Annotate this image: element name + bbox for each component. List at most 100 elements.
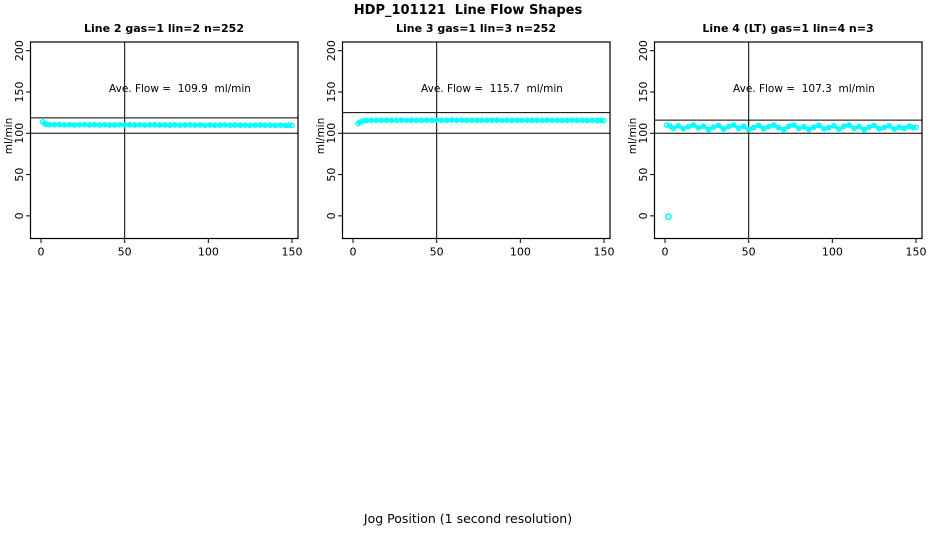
- y-tick-label: 50: [13, 168, 26, 182]
- x-axis-label: Jog Position (1 second resolution): [363, 511, 573, 526]
- panel-title: Line 2 gas=1 lin=2 n=252: [83, 22, 244, 35]
- y-axis-label: ml/min: [3, 118, 15, 154]
- plot-box: [341, 41, 611, 240]
- y-tick-label: 100: [637, 123, 650, 144]
- data-point: [597, 117, 604, 124]
- x-tick-label: 50: [742, 246, 756, 259]
- y-tick-label: 150: [637, 81, 650, 102]
- data-point: [750, 124, 757, 131]
- x-tick-label: 100: [822, 246, 843, 259]
- y-axis-label: ml/min: [315, 118, 327, 154]
- data-point: [680, 125, 687, 132]
- data-point: [806, 126, 812, 133]
- data-point: [594, 117, 601, 124]
- y-tick-label: 0: [637, 212, 650, 219]
- data-point: [675, 122, 682, 129]
- data-point: [901, 125, 908, 132]
- data-point: [866, 124, 872, 130]
- plot-box: [653, 41, 923, 240]
- data-point: [43, 121, 49, 128]
- data-point: [891, 126, 898, 132]
- figure-title: HDP_101121 Line Flow Shapes: [353, 3, 583, 18]
- data-point: [285, 122, 292, 129]
- data-point: [881, 124, 888, 131]
- data-point: [282, 122, 289, 129]
- y-tick-label: 50: [325, 168, 338, 182]
- x-tick-label: 0: [350, 246, 357, 259]
- data-point: [791, 122, 797, 128]
- data-point: [913, 124, 919, 130]
- plot-box: [29, 41, 299, 240]
- data-point: [896, 124, 903, 130]
- y-tick-label: 200: [325, 40, 338, 61]
- data-point: [780, 126, 787, 133]
- data-point: [886, 122, 893, 129]
- x-tick-label: 0: [38, 246, 45, 259]
- y-axis-label: ml/min: [627, 118, 639, 154]
- x-tick-label: 150: [905, 246, 926, 259]
- x-tick-label: 0: [662, 246, 669, 259]
- data-point: [705, 126, 712, 133]
- data-point: [700, 123, 707, 130]
- data-point: [775, 125, 782, 131]
- data-point: [360, 118, 366, 124]
- panel-row: 0 50 100 150 0 50 100 150 200 ml/min Line 2 gas=1…: [0, 0, 936, 270]
- x-tick-label: 100: [198, 246, 219, 259]
- data-point: [851, 125, 857, 132]
- data-point: [856, 123, 862, 130]
- data-point: [720, 126, 727, 132]
- data-point: [740, 123, 747, 130]
- data-point: [826, 124, 832, 131]
- x-tick-label: 50: [430, 246, 444, 259]
- y-tick-label: 0: [13, 212, 26, 219]
- y-tick-label: 200: [13, 40, 26, 61]
- data-point: [710, 124, 717, 130]
- data-point: [725, 123, 732, 130]
- data-point: [841, 123, 847, 130]
- data-point: [745, 126, 752, 133]
- data-point: [735, 125, 742, 132]
- data-point: [801, 123, 807, 130]
- data-point: [690, 122, 697, 128]
- y-tick-label: 200: [637, 40, 650, 61]
- data-point: [730, 122, 737, 128]
- data-point: [785, 123, 792, 130]
- plot-area-line-2: 0 50 100 150 0 50 100 150 200 ml/min: [3, 40, 302, 259]
- panel-title: Line 4 (LT) gas=1 lin=4 n=3: [702, 22, 874, 35]
- data-point: [695, 125, 702, 131]
- panel-line-2: 0 50 100 150 0 50 100 150 200 ml/min Line 2 gas=1…: [0, 0, 312, 270]
- data-point: [289, 122, 295, 129]
- y-tick-label: 50: [637, 168, 650, 182]
- data-point: [715, 122, 722, 129]
- x-tick-label: 100: [510, 246, 531, 259]
- y-tick-label: 0: [325, 212, 338, 219]
- panel-title: Line 3 gas=1 lin=3 n=252: [395, 22, 556, 35]
- data-point: [861, 126, 867, 133]
- data-point: [836, 126, 842, 132]
- data-point: [821, 125, 827, 132]
- panel-line-4: 0 50 100 150 0 50 100 150 200 ml/min Line 4 (LT) …: [624, 0, 936, 270]
- panel-line-3: 0 50 100 150 0 50 100 150 200 ml/min Line 3 gas=1…: [312, 0, 624, 270]
- data-point: [831, 122, 837, 129]
- plot-area-line-4: 0 50 100 150 0 50 100 150 200 ml/min: [627, 40, 926, 259]
- data-point: [816, 122, 822, 129]
- data-point: [685, 123, 692, 130]
- y-tick-label: 100: [325, 123, 338, 144]
- data-point: [770, 122, 777, 128]
- x-tick-label: 150: [281, 246, 302, 259]
- data-point: [909, 124, 916, 131]
- outlier-point: [664, 213, 672, 221]
- data-point: [846, 122, 852, 128]
- data-point: [876, 125, 883, 132]
- data-point: [760, 125, 767, 132]
- ave-flow-annotation: Ave. Flow = 115.7 ml/min: [421, 83, 563, 95]
- y-tick-label: 150: [325, 81, 338, 102]
- data-point: [601, 117, 607, 124]
- data-point: [811, 124, 817, 130]
- plot-area-line-3: 0 50 100 150 0 50 100 150 200 ml/min: [315, 40, 614, 259]
- y-tick-label: 150: [13, 81, 26, 102]
- ave-flow-annotation: Ave. Flow = 109.9 ml/min: [109, 83, 251, 95]
- x-tick-label: 50: [118, 246, 132, 259]
- x-tick-label: 150: [593, 246, 614, 259]
